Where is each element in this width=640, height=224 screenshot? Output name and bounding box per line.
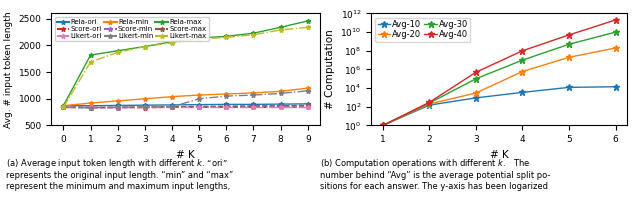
Avg-40 <box>472 71 480 74</box>
Avg-10 <box>565 86 573 89</box>
Avg-30 <box>612 31 620 33</box>
Y-axis label: # Computation: # Computation <box>324 30 335 109</box>
Line: Avg-30: Avg-30 <box>380 29 619 129</box>
Text: (b) Computation operations with different $k$.   The
number behind “Avg” is the : (b) Computation operations with differen… <box>320 157 550 191</box>
Legend: Rela-ori, Score-ori, Likert-ori, Rela-min, Score-min, Likert-min, Rela-max, Scor: Rela-ori, Score-ori, Likert-ori, Rela-mi… <box>54 17 209 41</box>
Avg-20 <box>472 92 480 94</box>
Avg-40 <box>612 19 620 21</box>
Avg-30 <box>426 102 433 104</box>
Text: (a) Average input token length with different $k$. “ori”
represents the original: (a) Average input token length with diff… <box>6 157 234 191</box>
Avg-20 <box>565 56 573 59</box>
Avg-20 <box>426 103 433 105</box>
Avg-10 <box>379 124 387 127</box>
Avg-40 <box>426 101 433 104</box>
Avg-20 <box>379 124 387 127</box>
Legend: Avg-10, Avg-20, Avg-30, Avg-40: Avg-10, Avg-20, Avg-30, Avg-40 <box>376 18 470 42</box>
Avg-30 <box>472 78 480 80</box>
Avg-30 <box>379 124 387 127</box>
Avg-30 <box>565 43 573 46</box>
Avg-40 <box>565 34 573 36</box>
Avg-10 <box>518 91 526 94</box>
Avg-40 <box>379 124 387 127</box>
Avg-10 <box>426 104 433 106</box>
X-axis label: # K: # K <box>490 150 509 160</box>
X-axis label: # K: # K <box>176 150 195 160</box>
Avg-10 <box>612 85 620 88</box>
Line: Avg-20: Avg-20 <box>380 45 619 129</box>
Avg-10 <box>472 97 480 99</box>
Line: Avg-10: Avg-10 <box>380 84 619 129</box>
Avg-20 <box>612 47 620 49</box>
Avg-40 <box>518 50 526 52</box>
Avg-30 <box>518 59 526 61</box>
Avg-20 <box>518 70 526 73</box>
Line: Avg-40: Avg-40 <box>380 17 619 129</box>
Y-axis label: Avg. # input token length: Avg. # input token length <box>4 11 13 128</box>
